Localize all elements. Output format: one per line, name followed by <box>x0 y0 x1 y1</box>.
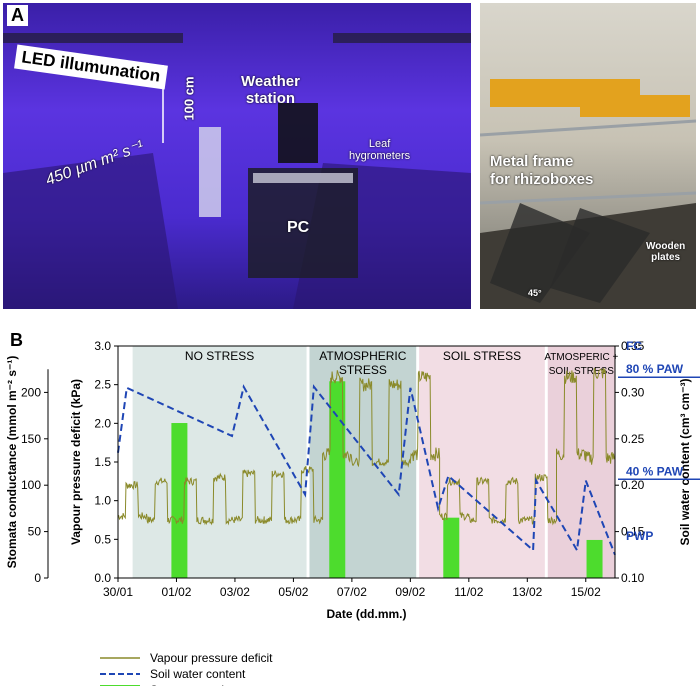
phase-label: NO STRESS <box>185 349 254 363</box>
phase-label: STRESS <box>339 363 387 377</box>
weather-station-label: Weather station <box>241 73 300 107</box>
swc-marker-label: FC <box>626 339 642 353</box>
stomata-tick-label: 0 <box>34 571 41 585</box>
swc-marker-label: 40 % PAW <box>626 464 684 478</box>
x-tick-label: 03/02 <box>220 585 250 599</box>
vpd-axis-title: Vapour pressure deficit (kPa) <box>69 379 83 545</box>
wooden-plates-label: Wooden plates <box>646 241 686 263</box>
phase-label: SOIL STRESS <box>549 366 615 377</box>
bar-layer <box>171 381 603 578</box>
panel-b-letter: B <box>10 330 23 350</box>
pc-label: PC <box>287 219 310 236</box>
x-tick-label: 13/02 <box>512 585 542 599</box>
vpd-tick-label: 1.0 <box>94 494 111 508</box>
swc-axis-title: Soil water content (cm³ cm⁻³) <box>678 378 692 545</box>
swc-tick-label: 0.25 <box>621 432 645 446</box>
x-tick-label: 15/02 <box>571 585 601 599</box>
leaf-hygrometers-label: Leaf hygrometers <box>349 138 411 162</box>
vpd-tick-label: 1.5 <box>94 455 111 469</box>
height-label: 100 cm <box>181 76 197 121</box>
greenhouse-photo-right: Metal frame for rhizoboxes Wooden plates… <box>480 3 696 309</box>
x-axis-title: Date (dd.mm.) <box>326 607 406 621</box>
x-tick-label: 01/02 <box>161 585 191 599</box>
phase-label: SOIL STRESS <box>443 349 521 363</box>
swc-marker-label: 80 % PAW <box>626 362 684 376</box>
stomata-axis-title: Stomata conductance (mmol m⁻² s⁻¹) <box>5 356 19 569</box>
stomata-tick-label: 100 <box>21 478 41 492</box>
stomata-bar <box>171 423 188 578</box>
stomata-bar <box>443 517 460 578</box>
vpd-line <box>117 367 616 526</box>
x-tick-label: 07/02 <box>337 585 367 599</box>
stomata-bar <box>329 381 346 578</box>
x-tick-label: 09/02 <box>395 585 425 599</box>
swc-tick-label: 0.30 <box>621 385 645 399</box>
vpd-tick-label: 0.0 <box>94 571 111 585</box>
swc-tick-label: 0.15 <box>621 525 645 539</box>
axis-layer: 30/01 01/02 03/02 05/02 07/02 09/02 11/02 13/02… <box>5 339 700 621</box>
legend-label: Soil water content <box>150 667 246 681</box>
phase-band <box>547 346 615 578</box>
stomata-bar <box>586 539 603 578</box>
x-tick-label: 30/01 <box>103 585 133 599</box>
metal-frame-label: Metal frame for rhizoboxes <box>490 153 594 188</box>
x-tick-label: 05/02 <box>278 585 308 599</box>
vpd-tick-label: 2.0 <box>94 416 111 430</box>
swc-marker-label: PWP <box>626 529 653 543</box>
panel-a-letter: A <box>7 5 28 26</box>
vpd-tick-label: 0.5 <box>94 532 111 546</box>
stomata-tick-label: 150 <box>21 432 41 446</box>
soil-water-line <box>117 384 616 556</box>
phase-label: ATMOSPHERIC <box>319 349 406 363</box>
swc-layer <box>117 384 616 556</box>
photo-right-scene <box>480 79 696 309</box>
legend-label: Stomata conductance <box>150 683 266 686</box>
stomata-tick-label: 50 <box>28 525 42 539</box>
swc-tick-label: 0.10 <box>621 571 645 585</box>
stomata-tick-label: 200 <box>21 385 41 399</box>
legend-label: Vapour pressure deficit <box>150 651 273 665</box>
angle-label: 45° <box>528 288 542 298</box>
phase-band <box>132 346 307 578</box>
swc-tick-label: 0.20 <box>621 478 645 492</box>
vpd-tick-label: 3.0 <box>94 339 111 353</box>
vpd-layer <box>117 367 616 526</box>
swc-tick-label: 0.35 <box>621 339 645 353</box>
x-tick-label: 11/02 <box>454 585 483 599</box>
greenhouse-photo-left: LED illumunation 100 cm Weather station … <box>3 3 471 309</box>
phase-label: ATMOSPERIC + <box>544 352 618 363</box>
vpd-tick-label: 2.5 <box>94 378 111 392</box>
photo-left-scene <box>3 33 471 309</box>
legend-layer: Vapour pressure deficit Soil water conten… <box>100 651 273 686</box>
